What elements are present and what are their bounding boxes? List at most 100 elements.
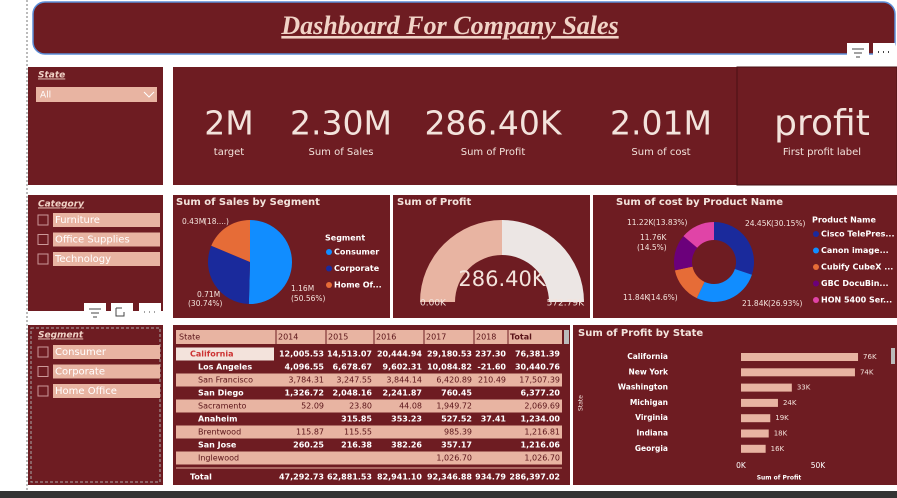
cell: 1,216.81 bbox=[524, 428, 560, 437]
data-label: 21.84K bbox=[742, 299, 769, 308]
slicer-item[interactable] bbox=[53, 232, 160, 247]
cell: 2,241.87 bbox=[383, 389, 422, 398]
data-label: (18....) bbox=[204, 217, 229, 226]
slicer-item[interactable] bbox=[53, 213, 160, 227]
legend-label: Canon image... bbox=[821, 246, 889, 255]
gauge-min: 0.00K bbox=[420, 299, 447, 309]
row-bg bbox=[176, 451, 562, 465]
checkbox[interactable] bbox=[37, 234, 49, 245]
y-tick-label: New York bbox=[629, 367, 669, 376]
cell: 30,440.76 bbox=[515, 363, 560, 372]
data-label: 19K bbox=[775, 414, 789, 422]
cell: 3,247.55 bbox=[336, 376, 372, 385]
cell: 357.17 bbox=[441, 441, 472, 450]
bar bbox=[741, 429, 769, 438]
legend-label: Cubify CubeX ... bbox=[821, 263, 893, 272]
column-header: 2018 bbox=[476, 333, 496, 342]
filter-icon[interactable] bbox=[84, 303, 106, 321]
dropdown-arrow bbox=[143, 91, 155, 98]
data-label: (30.15%) bbox=[771, 219, 806, 228]
slice bbox=[683, 222, 714, 248]
column-header: 2016 bbox=[376, 333, 396, 342]
x-tick-label: 50K bbox=[811, 461, 827, 470]
legend-label: Home Of... bbox=[334, 281, 382, 290]
legend-marker bbox=[326, 265, 332, 272]
chart-title: Sum of cost by Product Name bbox=[616, 197, 783, 208]
kpi-value: 286.40K bbox=[424, 104, 562, 143]
icon-glyphs bbox=[89, 307, 155, 318]
slicer-item-label: Home Office bbox=[55, 386, 117, 397]
row-bg bbox=[176, 425, 562, 439]
y-tick-label: Michigan bbox=[630, 398, 668, 407]
bar bbox=[741, 353, 859, 361]
row-label: Brentwood bbox=[198, 428, 241, 437]
column-header: 2014 bbox=[278, 333, 298, 342]
slicer-icons[interactable] bbox=[84, 303, 161, 321]
row-label: San Diego bbox=[198, 389, 244, 398]
cell: 6,420.89 bbox=[436, 376, 472, 385]
slicer-item-label: Consumer bbox=[55, 347, 107, 358]
data-label: 11.76K bbox=[640, 233, 667, 242]
data-label: (30.74%) bbox=[188, 299, 223, 308]
y-tick-label: Indiana bbox=[636, 429, 668, 438]
y-tick-label: Virginia bbox=[635, 413, 668, 422]
checkbox[interactable] bbox=[37, 253, 49, 265]
data-label: 18K bbox=[774, 430, 788, 438]
cell: 934.79 bbox=[475, 473, 506, 482]
checkbox[interactable] bbox=[37, 366, 49, 377]
table-header-bg bbox=[176, 330, 562, 344]
cell: 353.23 bbox=[391, 415, 422, 424]
legend-label: Corporate bbox=[334, 264, 380, 273]
slicer-item[interactable] bbox=[53, 384, 160, 398]
row-label: California bbox=[190, 350, 234, 359]
visual-header-icons[interactable] bbox=[847, 43, 895, 61]
cell: 9,602.31 bbox=[383, 363, 423, 372]
cell: 44.08 bbox=[399, 402, 422, 411]
checkbox[interactable] bbox=[37, 385, 49, 397]
x-axis-title: Sum of Profit bbox=[757, 475, 802, 482]
cell: 760.45 bbox=[441, 389, 472, 398]
cell: 115.55 bbox=[344, 428, 372, 437]
scrollbar[interactable] bbox=[564, 330, 569, 344]
legend-label: Cisco TelePres... bbox=[821, 230, 895, 239]
cell: 2,069.69 bbox=[524, 402, 560, 411]
data-label: 24K bbox=[783, 399, 797, 407]
cell: 23.80 bbox=[349, 402, 372, 411]
column-header: State bbox=[179, 333, 200, 342]
cell: 37.41 bbox=[481, 415, 507, 424]
dropdown[interactable] bbox=[36, 87, 157, 102]
data-label: 74K bbox=[860, 368, 874, 376]
data-label: 0.71M bbox=[197, 290, 220, 299]
slicer-item[interactable] bbox=[53, 364, 160, 379]
gauge-fill bbox=[420, 220, 503, 302]
slicer-item[interactable] bbox=[53, 345, 160, 359]
kpi-label: target bbox=[214, 147, 244, 158]
checkbox[interactable] bbox=[37, 346, 49, 358]
y-tick-label: Washington bbox=[618, 383, 668, 392]
data-label: 24.45K bbox=[745, 219, 772, 228]
slice bbox=[696, 268, 752, 302]
kpi-card bbox=[736, 66, 897, 186]
slice bbox=[208, 245, 250, 304]
legend-marker bbox=[813, 297, 819, 303]
filter-glyph bbox=[852, 48, 864, 58]
cell: 216.38 bbox=[341, 441, 372, 450]
cell: 47,292.73 bbox=[279, 473, 324, 482]
data-label: 1.16M bbox=[291, 284, 314, 293]
kpi-value: 2M bbox=[204, 104, 253, 143]
checkbox[interactable] bbox=[37, 214, 49, 226]
filter-icon[interactable] bbox=[847, 43, 869, 61]
kpi-value: 2.30M bbox=[290, 104, 392, 143]
slicer-item[interactable] bbox=[53, 252, 160, 266]
cell: 985.39 bbox=[444, 428, 472, 437]
dropdown-value: All bbox=[40, 91, 51, 101]
kpi-label: Sum of cost bbox=[631, 147, 690, 158]
cell: 115.87 bbox=[296, 428, 324, 437]
focus-icon[interactable] bbox=[111, 303, 133, 321]
gauge-max: 572.79K bbox=[547, 299, 585, 309]
slicer-item-label: Office Supplies bbox=[55, 235, 130, 246]
title-bar bbox=[32, 1, 896, 55]
scrollbar[interactable] bbox=[891, 348, 895, 364]
chart-title: Sum of Profit bbox=[397, 197, 471, 208]
data-label: (14.6%) bbox=[648, 293, 678, 302]
